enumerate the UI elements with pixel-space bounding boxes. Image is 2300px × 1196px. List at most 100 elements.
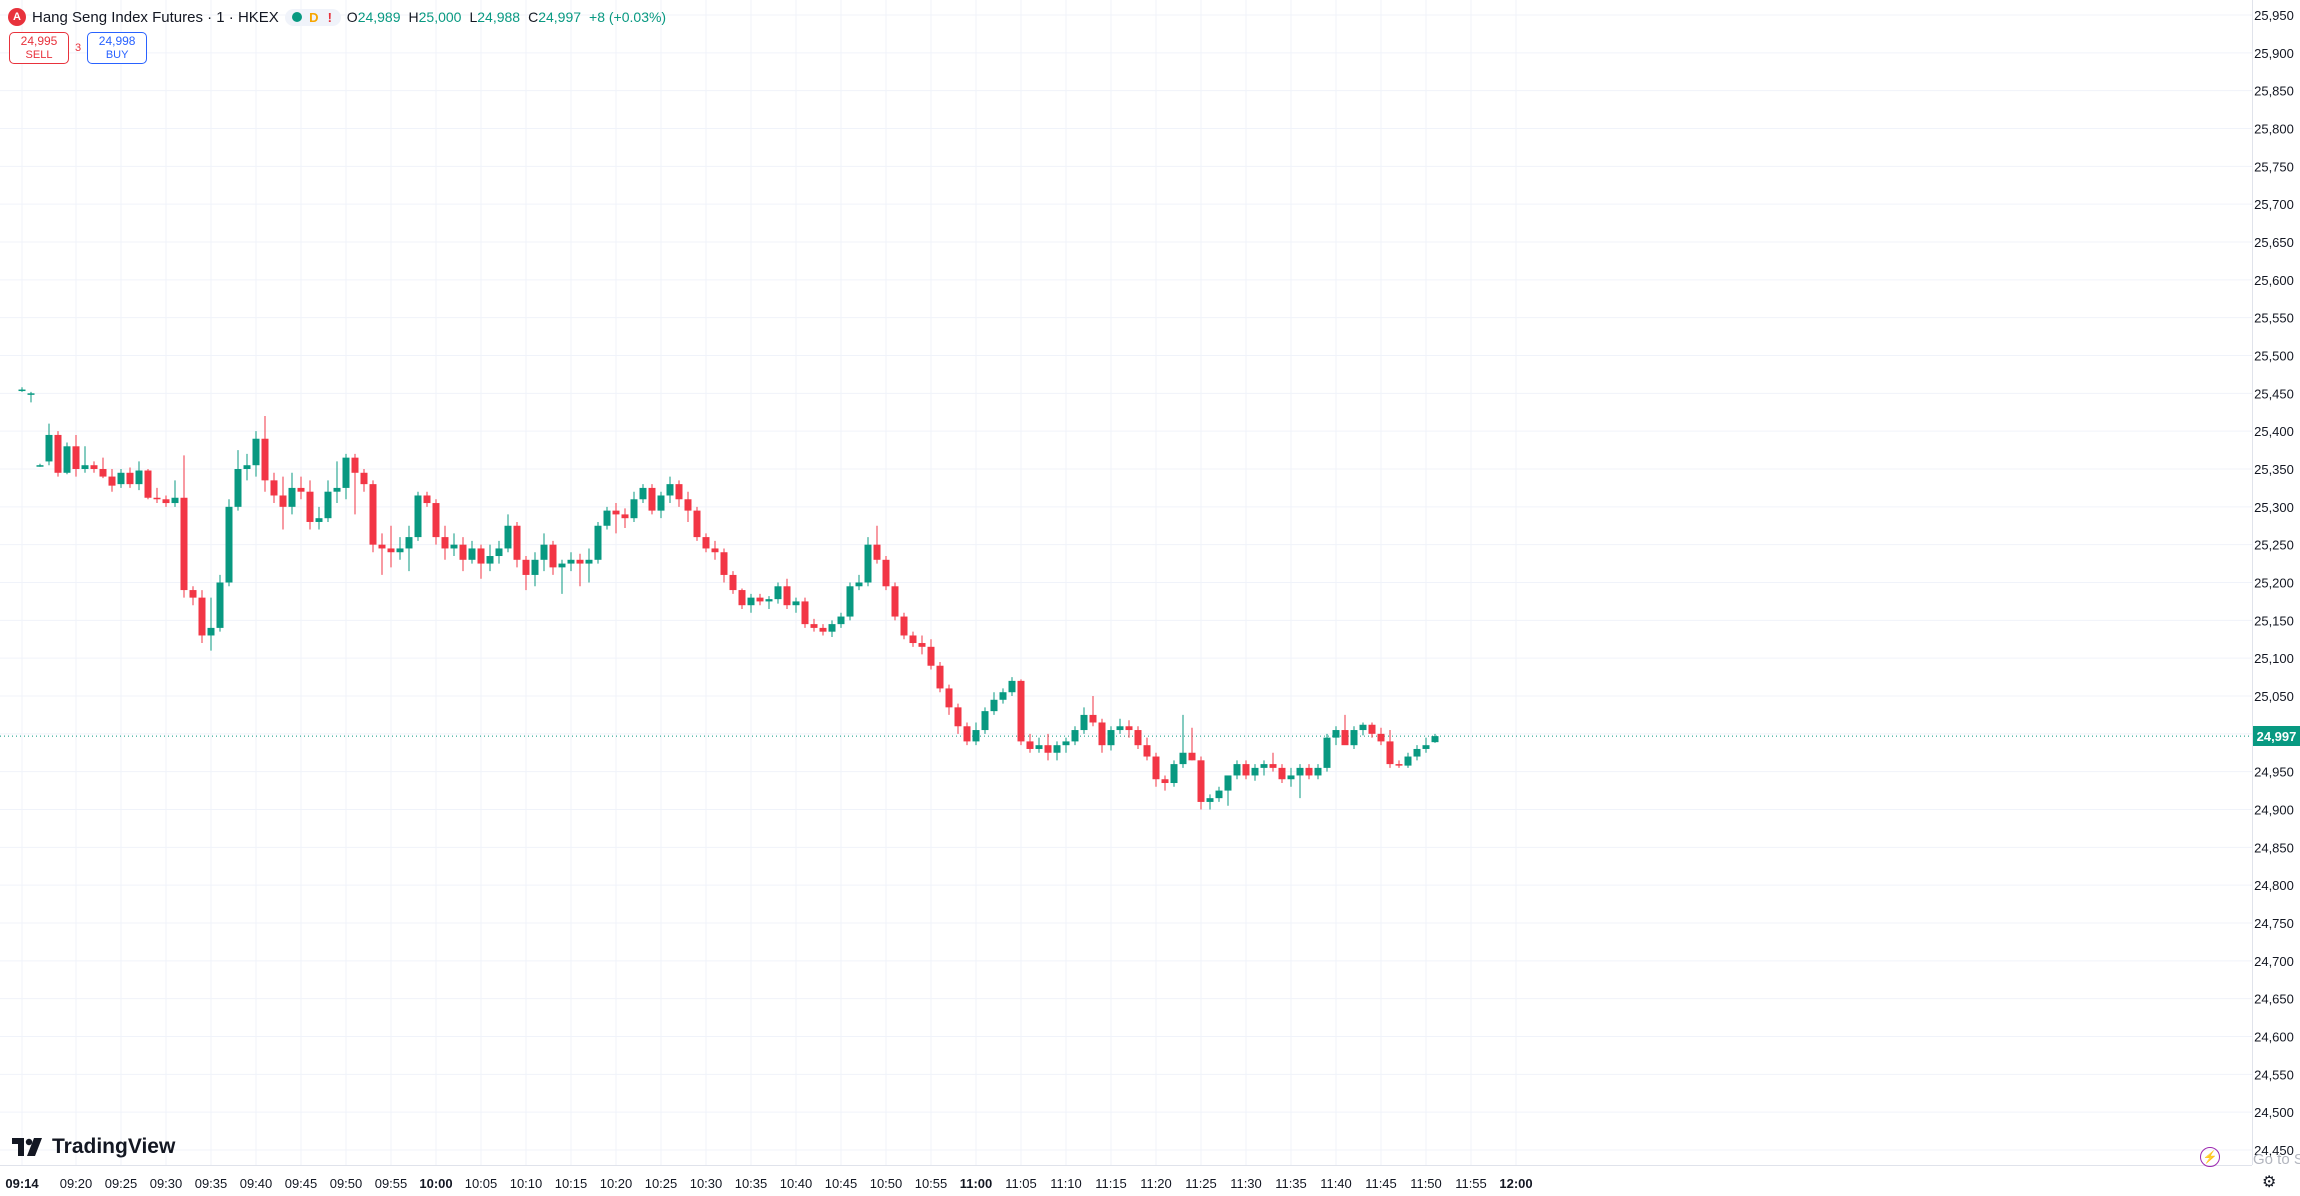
candle bbox=[1377, 727, 1385, 746]
candle-body bbox=[27, 393, 35, 395]
candle-body bbox=[1305, 767, 1313, 776]
sell-price: 24,995 bbox=[20, 34, 58, 48]
candle-body bbox=[900, 616, 908, 636]
y-tick-label: 25,200 bbox=[2254, 576, 2294, 591]
market-status-pill[interactable]: D ! bbox=[284, 8, 341, 26]
buy-button[interactable]: 24,998 BUY bbox=[87, 32, 148, 64]
tradingview-logo[interactable]: TradingView bbox=[12, 1135, 175, 1159]
candle-body bbox=[441, 537, 449, 549]
candle-body bbox=[261, 438, 269, 481]
candle bbox=[189, 586, 197, 606]
candle bbox=[1224, 775, 1232, 806]
x-tick-label: 11:45 bbox=[1365, 1176, 1397, 1191]
candle bbox=[612, 503, 620, 534]
candle-body bbox=[711, 548, 719, 553]
warning-icon[interactable]: ! bbox=[327, 9, 332, 25]
high-label: H bbox=[408, 9, 419, 25]
x-tick-label: 09:50 bbox=[330, 1176, 363, 1191]
candle-body bbox=[1035, 745, 1043, 749]
candle bbox=[711, 540, 719, 560]
price-change: +8 (+0.03%) bbox=[589, 9, 667, 25]
candle-body bbox=[801, 601, 809, 625]
candle bbox=[747, 593, 755, 613]
candle-body bbox=[1116, 726, 1124, 731]
candle-body bbox=[171, 497, 179, 504]
candle bbox=[108, 469, 116, 492]
go-to-button[interactable]: Go to S bbox=[2253, 1151, 2300, 1168]
candle bbox=[63, 442, 71, 475]
y-tick-label: 24,600 bbox=[2254, 1030, 2294, 1045]
candle-body bbox=[243, 465, 251, 469]
candle-body bbox=[1269, 764, 1277, 768]
candle-body bbox=[999, 692, 1007, 700]
candle bbox=[369, 480, 377, 553]
x-tick-label: 10:05 bbox=[465, 1176, 498, 1191]
candle bbox=[801, 597, 809, 628]
open-value: 24,989 bbox=[357, 9, 401, 25]
x-tick-label: 11:15 bbox=[1095, 1176, 1127, 1191]
candle-body bbox=[747, 597, 755, 606]
candle-body bbox=[837, 616, 845, 625]
candle bbox=[441, 525, 449, 560]
candle bbox=[180, 455, 188, 598]
candle-body bbox=[819, 627, 827, 632]
candle-body bbox=[459, 544, 467, 560]
sell-button[interactable]: 24,995 SELL bbox=[9, 32, 69, 64]
candle bbox=[153, 487, 161, 504]
candle-body bbox=[315, 518, 323, 522]
symbol-legend: A Hang Seng Index Futures · 1 · HKEX D !… bbox=[8, 6, 666, 28]
candle-body bbox=[765, 599, 773, 602]
candle bbox=[1314, 764, 1322, 780]
candle bbox=[261, 416, 269, 492]
candle bbox=[135, 461, 143, 491]
candle-body bbox=[756, 597, 764, 602]
candle-body bbox=[864, 544, 872, 583]
candle bbox=[1107, 726, 1115, 751]
symbol-logo-icon[interactable]: A bbox=[8, 8, 26, 26]
candle-body bbox=[207, 627, 215, 636]
candle bbox=[1044, 733, 1052, 761]
y-tick-label: 24,450 bbox=[2254, 1143, 2294, 1158]
candle-body bbox=[1053, 745, 1061, 753]
candle-body bbox=[1242, 764, 1250, 776]
lightning-icon[interactable]: ⚡ bbox=[2200, 1147, 2220, 1167]
x-tick-label: 10:25 bbox=[645, 1176, 678, 1191]
y-tick-label: 25,750 bbox=[2254, 159, 2294, 174]
candle bbox=[396, 537, 404, 560]
y-tick-label: 25,100 bbox=[2254, 651, 2294, 666]
candle-body bbox=[1179, 752, 1187, 765]
x-tick-label: 11:05 bbox=[1005, 1176, 1037, 1191]
candle-body bbox=[1080, 714, 1088, 731]
candle-body bbox=[531, 559, 539, 575]
delayed-data-icon[interactable]: D bbox=[309, 9, 319, 25]
x-tick-label: 09:55 bbox=[375, 1176, 408, 1191]
candle bbox=[954, 703, 962, 734]
candle-body bbox=[1107, 730, 1115, 746]
x-tick-label: 10:10 bbox=[510, 1176, 543, 1191]
candle bbox=[1161, 775, 1169, 791]
candle-body bbox=[126, 472, 134, 485]
candle-body bbox=[1224, 775, 1232, 791]
candle-body bbox=[630, 499, 638, 519]
candle-body bbox=[351, 457, 359, 473]
candle bbox=[1413, 745, 1421, 761]
candle bbox=[162, 495, 170, 507]
candle-body bbox=[45, 434, 53, 462]
candle-body bbox=[1359, 724, 1367, 731]
gear-icon[interactable]: ⚙ bbox=[2262, 1174, 2277, 1191]
candle bbox=[1287, 767, 1295, 787]
candle bbox=[549, 540, 557, 575]
open-label: O bbox=[346, 9, 358, 25]
candle-body bbox=[324, 491, 332, 519]
candle-body bbox=[405, 537, 413, 549]
low-label: L bbox=[469, 9, 478, 25]
x-tick-label: 11:40 bbox=[1320, 1176, 1352, 1191]
candle bbox=[1260, 760, 1268, 776]
candle-body bbox=[36, 465, 44, 467]
candle-body bbox=[369, 484, 377, 545]
candle bbox=[450, 533, 458, 557]
x-tick-label: 09:20 bbox=[60, 1176, 93, 1191]
symbol-title[interactable]: Hang Seng Index Futures · 1 · HKEX bbox=[32, 8, 279, 26]
candle bbox=[387, 525, 395, 568]
